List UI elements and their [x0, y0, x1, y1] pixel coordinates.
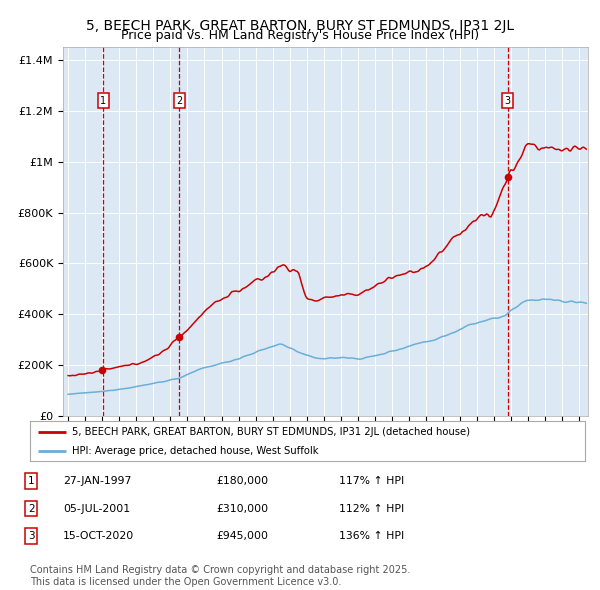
Text: 3: 3: [505, 96, 511, 106]
Text: 15-OCT-2020: 15-OCT-2020: [63, 532, 134, 541]
Text: 5, BEECH PARK, GREAT BARTON, BURY ST EDMUNDS, IP31 2JL: 5, BEECH PARK, GREAT BARTON, BURY ST EDM…: [86, 19, 514, 33]
Text: 2: 2: [28, 504, 35, 513]
Text: 117% ↑ HPI: 117% ↑ HPI: [339, 476, 404, 486]
Text: 136% ↑ HPI: 136% ↑ HPI: [339, 532, 404, 541]
Text: 27-JAN-1997: 27-JAN-1997: [63, 476, 131, 486]
Text: HPI: Average price, detached house, West Suffolk: HPI: Average price, detached house, West…: [71, 445, 318, 455]
Text: Contains HM Land Registry data © Crown copyright and database right 2025.
This d: Contains HM Land Registry data © Crown c…: [30, 565, 410, 587]
Text: £310,000: £310,000: [216, 504, 268, 513]
Text: 112% ↑ HPI: 112% ↑ HPI: [339, 504, 404, 513]
Text: 2: 2: [176, 96, 182, 106]
Text: £945,000: £945,000: [216, 532, 268, 541]
Text: 3: 3: [28, 532, 35, 541]
Text: 5, BEECH PARK, GREAT BARTON, BURY ST EDMUNDS, IP31 2JL (detached house): 5, BEECH PARK, GREAT BARTON, BURY ST EDM…: [71, 427, 470, 437]
Text: Price paid vs. HM Land Registry's House Price Index (HPI): Price paid vs. HM Land Registry's House …: [121, 30, 479, 42]
Text: 1: 1: [28, 476, 35, 486]
Text: £180,000: £180,000: [216, 476, 268, 486]
Text: 1: 1: [100, 96, 106, 106]
Text: 05-JUL-2001: 05-JUL-2001: [63, 504, 130, 513]
